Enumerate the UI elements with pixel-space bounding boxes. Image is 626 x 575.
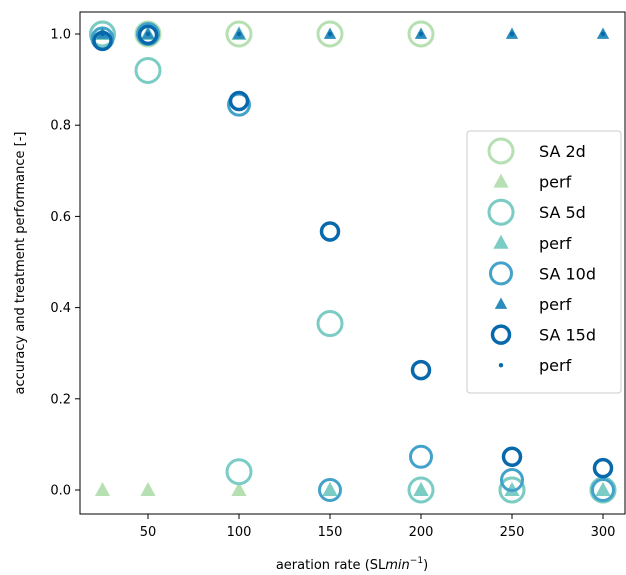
- data-point: [319, 221, 341, 242]
- data-point: [418, 31, 424, 37]
- legend-marker: [487, 198, 515, 226]
- data-point: [591, 478, 615, 502]
- x-tick-label: 150: [318, 525, 343, 540]
- legend-marker: [493, 234, 509, 249]
- x-tick-label: 100: [227, 525, 252, 540]
- y-tick-label: 0.2: [50, 392, 71, 407]
- data-point: [94, 482, 111, 496]
- data-point: [140, 482, 156, 496]
- data-point: [145, 31, 151, 37]
- legend-marker: [493, 173, 509, 188]
- data-point: [225, 20, 253, 48]
- data-point: [501, 446, 523, 467]
- series-6: [92, 24, 614, 479]
- data-point: [322, 482, 338, 496]
- legend-label: SA 2d: [539, 142, 586, 161]
- data-point: [509, 31, 515, 37]
- legend: SA 2d perf SA 5d perf SA 10d perf SA 15d perf: [466, 130, 622, 394]
- data-point: [407, 476, 435, 504]
- y-tick-label: 0.8: [50, 119, 71, 134]
- data-point: [407, 20, 435, 48]
- data-point: [100, 31, 105, 37]
- x-tick-label: 300: [591, 525, 616, 540]
- data-point: [498, 476, 526, 504]
- legend-marker: [487, 137, 515, 165]
- data-point: [410, 359, 432, 381]
- legend-label: SA 15d: [539, 326, 596, 345]
- data-point: [500, 467, 524, 492]
- data-point: [228, 90, 250, 112]
- legend-box: [466, 130, 622, 394]
- data-point: [592, 457, 614, 479]
- series-7: [100, 31, 606, 37]
- legend-label: perf: [539, 356, 572, 375]
- y-tick-label: 0.0: [50, 484, 71, 499]
- legend-marker: [489, 261, 513, 286]
- data-point: [236, 31, 242, 37]
- x-tick-label: 250: [500, 525, 525, 540]
- data-point: [225, 458, 253, 486]
- data-point: [134, 56, 162, 84]
- y-axis-title: accuracy and treatment performance [-]: [13, 132, 28, 395]
- data-point: [231, 482, 247, 496]
- legend-marker: [498, 363, 504, 368]
- data-point: [316, 20, 344, 48]
- legend-label: perf: [539, 173, 572, 192]
- axes: 50 100 150 200 250 300 0.0 0.2 0.4 0.6 0.8 1.0: [50, 28, 615, 541]
- legend-label: perf: [539, 295, 572, 314]
- plot-marks: [89, 20, 617, 504]
- legend-marker: [494, 297, 508, 309]
- data-point: [600, 31, 606, 37]
- legend-marker: [490, 324, 512, 345]
- y-tick-label: 0.4: [50, 301, 71, 316]
- x-tick-label: 50: [140, 525, 157, 540]
- data-point: [318, 478, 342, 502]
- plot-frame: [79, 11, 626, 515]
- legend-label: perf: [539, 234, 572, 253]
- legend-label: SA 10d: [539, 264, 596, 283]
- legend-label: SA 5d: [539, 203, 586, 222]
- series-1: [94, 482, 611, 496]
- x-axis-title: aeration rate (SLmin−1): [276, 556, 428, 573]
- data-point: [413, 482, 429, 496]
- series-5: [96, 27, 610, 39]
- data-point: [595, 482, 611, 496]
- data-point: [409, 444, 433, 469]
- data-point: [316, 310, 344, 338]
- data-point: [327, 31, 333, 37]
- x-tick-label: 200: [409, 525, 434, 540]
- data-point: [137, 24, 159, 46]
- y-tick-label: 1.0: [50, 28, 71, 43]
- data-point: [89, 20, 116, 48]
- y-tick-label: 0.6: [50, 210, 71, 225]
